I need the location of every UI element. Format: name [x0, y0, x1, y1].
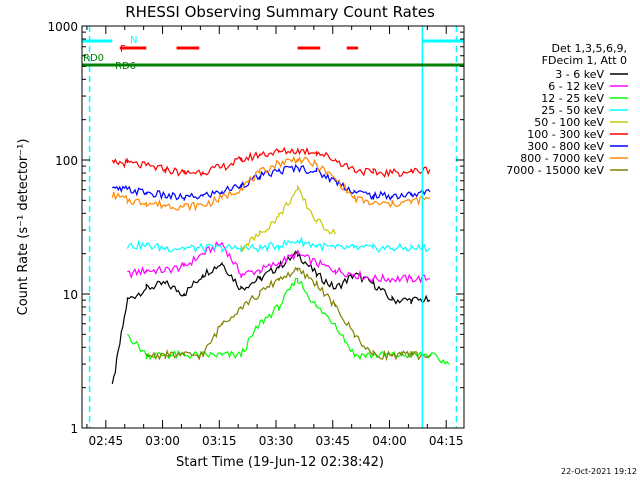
- legend-label-8: 800 - 7000 keV: [520, 152, 604, 165]
- state-bar-label-rd6: RD6: [115, 61, 136, 72]
- legend-label-9: 7000 - 15000 keV: [506, 164, 604, 177]
- data-layer: [88, 26, 458, 428]
- series-line-7: [112, 164, 431, 201]
- series-line-1: [111, 250, 431, 385]
- state-bar-label-n: N: [130, 35, 137, 46]
- state-bar-label-rd0: RD0: [83, 53, 104, 64]
- legend-label-1: 3 - 6 keV: [555, 68, 604, 81]
- x-tick-label: 03:30: [259, 434, 294, 448]
- x-tick-label: 04:15: [429, 434, 464, 448]
- legend-header-line-2: FDecim 1, Att 0: [542, 54, 627, 67]
- y-axis-label: Count Rate (s⁻¹ detector⁻¹): [16, 139, 31, 316]
- x-tick-label: 04:00: [372, 434, 407, 448]
- series-line-8: [111, 155, 431, 212]
- y-tick-label: 1: [70, 422, 78, 436]
- timestamp: 22-Oct-2021 19:12: [561, 467, 637, 476]
- state-bar-label-f: F: [120, 44, 126, 55]
- series-line-9: [145, 266, 431, 362]
- series-line-5: [240, 184, 336, 253]
- legend-label-5: 50 - 100 keV: [534, 116, 604, 129]
- chart-title: RHESSI Observing Summary Count Rates: [125, 3, 435, 21]
- axis-layer: 1 10 100 1000 02:45 03:00 03:15 03:30 03:45 04:00…: [47, 20, 464, 448]
- plot-frame: [81, 25, 465, 429]
- legend-label-7: 300 - 800 keV: [527, 140, 604, 153]
- y-tick-label: 10: [63, 288, 78, 302]
- x-axis-label: Start Time (19-Jun-12 02:38:42): [176, 455, 384, 470]
- legend-label-2: 6 - 12 keV: [548, 80, 604, 93]
- legend-label-4: 25 - 50 keV: [541, 104, 604, 117]
- x-tick-label: 03:45: [315, 434, 350, 448]
- legend-header-line-1: Det 1,3,5,6,9,: [551, 42, 627, 55]
- y-tick-label: 1000: [47, 20, 78, 34]
- series-line-4: [126, 236, 431, 254]
- x-tick-label: 03:15: [202, 434, 237, 448]
- x-tick-label: 02:45: [89, 434, 124, 448]
- y-tick-label: 100: [55, 154, 78, 168]
- series-line-2: [127, 240, 431, 284]
- x-tick-label: 03:00: [145, 434, 180, 448]
- state-bars-layer: NF RD0 RD6: [82, 35, 464, 72]
- legend-label-6: 100 - 300 keV: [527, 128, 604, 141]
- series-line-6: [111, 146, 431, 178]
- legend-label-3: 12 - 25 keV: [541, 92, 604, 105]
